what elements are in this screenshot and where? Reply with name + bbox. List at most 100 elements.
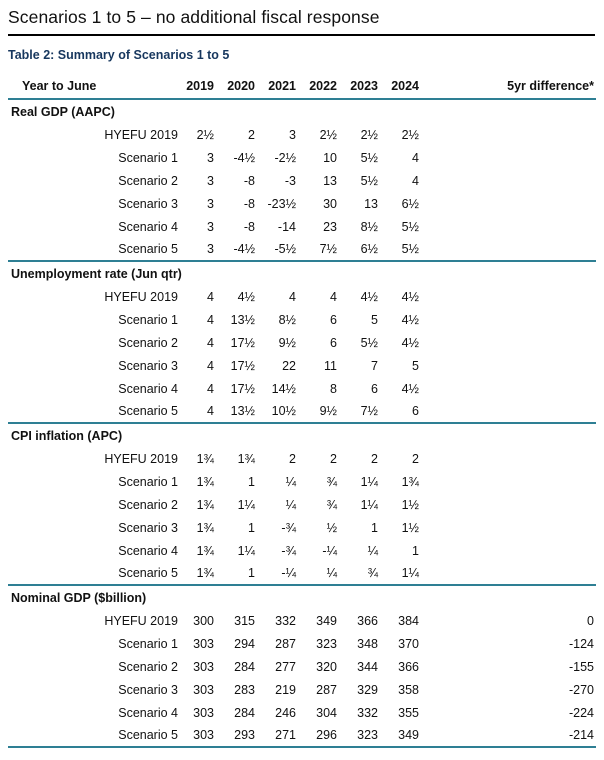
- value-cell: 1: [412, 543, 419, 558]
- value-cell: 1: [248, 566, 255, 580]
- value-cell: 1¼: [401, 566, 419, 580]
- value-cell: 2: [248, 127, 255, 142]
- row-label: Scenario 5: [118, 404, 178, 418]
- value-cell: 300: [193, 613, 214, 628]
- value-cell: 2: [330, 451, 337, 466]
- value-cell: 23: [323, 219, 337, 234]
- row-label: Scenario 5: [118, 242, 178, 256]
- value-cell: 10: [323, 150, 337, 165]
- value-cell: 2½: [196, 127, 214, 142]
- table-row: Scenario 1 3 -4½ -2½ 10 5½ 4: [8, 146, 596, 169]
- value-cell: 17½: [230, 381, 255, 396]
- value-cell: 348: [357, 636, 378, 651]
- value-cell: 1: [248, 474, 255, 489]
- row-label: Scenario 3: [118, 358, 178, 373]
- difference-cell: -270: [568, 682, 594, 697]
- row-label: Scenario 2: [118, 173, 178, 188]
- value-cell: 14½: [271, 381, 296, 396]
- value-cell: -14: [277, 219, 296, 234]
- table-row: HYEFU 2019 300 315 332 349 366 384 0: [8, 609, 596, 632]
- value-cell: 30: [323, 196, 337, 211]
- row-label: Scenario 2: [118, 659, 178, 674]
- value-cell: 1¾: [196, 497, 214, 512]
- value-cell: 13½: [230, 404, 255, 418]
- value-cell: ¼: [326, 566, 337, 580]
- table-row: Scenario 1 1¾ 1 ¼ ¾ 1¼ 1¾: [8, 470, 596, 493]
- table-body: Real GDP (AAPC) HYEFU 2019 2½ 2 3 2½ 2½ 2½ Scena…: [8, 99, 596, 747]
- column-header-2023: 2023: [350, 78, 378, 93]
- value-cell: 7: [371, 358, 378, 373]
- difference-cell: [424, 470, 596, 493]
- column-header-2022: 2022: [309, 78, 337, 93]
- table-row: Scenario 4 303 284 246 304 332 355 -224: [8, 701, 596, 724]
- difference-cell: [424, 539, 596, 562]
- value-cell: 5: [371, 312, 378, 327]
- table-caption: Table 2: Summary of Scenarios 1 to 5: [8, 48, 230, 62]
- value-cell: ¼: [285, 474, 296, 489]
- column-header-2019: 2019: [186, 78, 214, 93]
- value-cell: 355: [398, 705, 419, 720]
- scenarios-summary-table: Year to June 2019 2020 2021 2022 2023 20…: [8, 73, 596, 748]
- value-cell: 1: [371, 520, 378, 535]
- value-cell: 303: [193, 682, 214, 697]
- value-cell: -¼: [281, 566, 296, 580]
- value-cell: 246: [275, 705, 296, 720]
- value-cell: 6: [330, 335, 337, 350]
- value-cell: ¾: [326, 497, 337, 512]
- value-cell: 1¾: [196, 520, 214, 535]
- difference-cell: [424, 493, 596, 516]
- value-cell: 303: [193, 705, 214, 720]
- table-row: Scenario 4 4 17½ 14½ 8 6 4½: [8, 377, 596, 400]
- row-label: Scenario 1: [118, 474, 178, 489]
- value-cell: 1¾: [196, 566, 214, 580]
- value-cell: ½: [326, 520, 337, 535]
- value-cell: 366: [357, 613, 378, 628]
- value-cell: 5½: [360, 173, 378, 188]
- row-label: Scenario 4: [118, 543, 178, 558]
- value-cell: 4: [289, 289, 296, 304]
- value-cell: 323: [357, 728, 378, 742]
- difference-cell: [424, 562, 596, 585]
- value-cell: 284: [234, 659, 255, 674]
- row-label: HYEFU 2019: [104, 289, 178, 304]
- value-cell: 1¼: [237, 543, 255, 558]
- value-cell: 2½: [401, 127, 419, 142]
- value-cell: 11: [324, 358, 337, 373]
- value-cell: 349: [398, 728, 419, 742]
- section-title: Nominal GDP ($billion): [11, 590, 147, 605]
- value-cell: 13½: [230, 312, 255, 327]
- value-cell: 296: [316, 728, 337, 742]
- value-cell: 17½: [230, 335, 255, 350]
- difference-cell: [424, 146, 596, 169]
- row-label: Scenario 1: [118, 312, 178, 327]
- value-cell: 284: [234, 705, 255, 720]
- table-row: Scenario 5 1¾ 1 -¼ ¼ ¾ 1¼: [8, 562, 596, 585]
- row-label: Scenario 4: [118, 381, 178, 396]
- value-cell: 8: [330, 381, 337, 396]
- value-cell: -8: [243, 219, 255, 234]
- table-row: HYEFU 2019 1¾ 1¾ 2 2 2 2: [8, 447, 596, 470]
- row-label: Scenario 3: [118, 196, 178, 211]
- value-cell: 6: [330, 312, 337, 327]
- difference-cell: [424, 354, 596, 377]
- value-cell: 4½: [401, 289, 419, 304]
- difference-cell: [424, 215, 596, 238]
- difference-cell: [424, 308, 596, 331]
- value-cell: 1¾: [237, 451, 255, 466]
- difference-cell: [424, 400, 596, 423]
- column-header-2021: 2021: [268, 78, 296, 93]
- difference-cell: [424, 169, 596, 192]
- value-cell: 8½: [360, 219, 378, 234]
- value-cell: 294: [234, 636, 255, 651]
- difference-cell: [424, 377, 596, 400]
- value-cell: 303: [193, 659, 214, 674]
- value-cell: 329: [357, 682, 378, 697]
- value-cell: 3: [207, 173, 214, 188]
- value-cell: 4½: [360, 289, 378, 304]
- page-title: Scenarios 1 to 5 – no additional fiscal …: [8, 6, 595, 36]
- section-header-row: CPI inflation (APC): [8, 423, 596, 447]
- value-cell: -4½: [233, 150, 255, 165]
- value-cell: 1¼: [360, 474, 378, 489]
- value-cell: 3: [207, 196, 214, 211]
